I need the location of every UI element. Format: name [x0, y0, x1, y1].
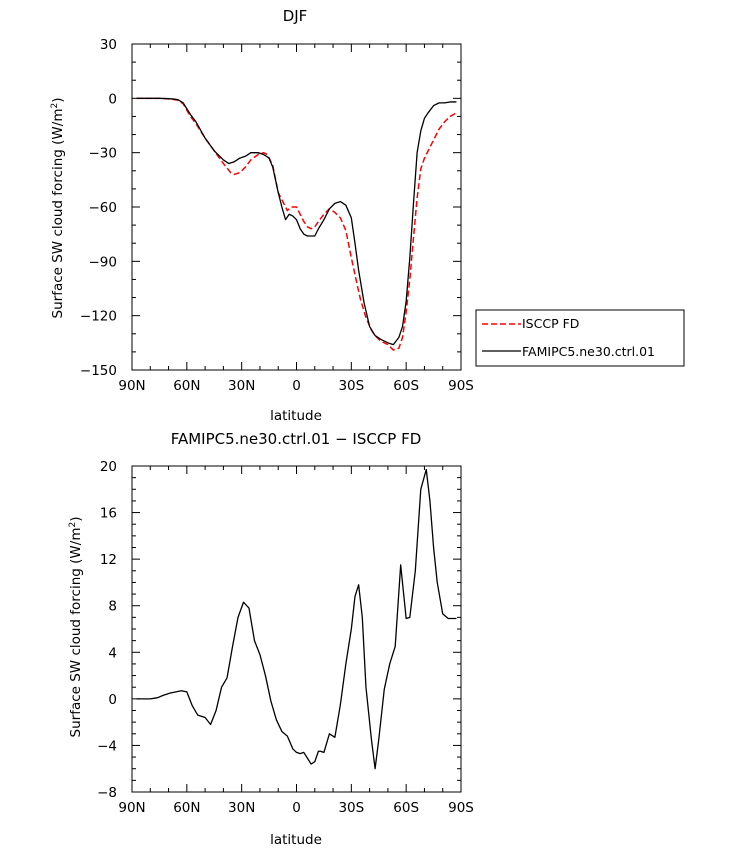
- bottom-x-tick-label: 60N: [173, 800, 200, 816]
- bottom-plot-title: FAMIPC5.ne30.ctrl.01 − ISCCP FD: [171, 430, 422, 448]
- legend: ISCCP FD FAMIPC5.ne30.ctrl.01: [475, 309, 685, 367]
- bottom-series-line-0: [136, 468, 457, 770]
- bottom-y-tick-label: −4: [97, 738, 117, 754]
- bottom-y-tick-label: 8: [108, 599, 117, 615]
- top-x-tick-label: 60N: [173, 378, 200, 394]
- top-panel: DJF 90N 60N 30N 0 30S 60S 90S 30 0 −30 −60 −90 −120 −…: [50, 7, 474, 424]
- top-x-tick-label: 90S: [448, 378, 474, 394]
- bottom-y-axis-title-close: ): [68, 517, 84, 522]
- bottom-x-tick-label: 90S: [448, 800, 474, 816]
- legend-label-famipc5: FAMIPC5.ne30.ctrl.01: [522, 344, 655, 359]
- bottom-y-tick-label: 20: [100, 459, 117, 475]
- bottom-x-tick-label: 0: [292, 800, 301, 816]
- bottom-y-axis-title: Surface SW cloud forcing (W/m2): [68, 517, 84, 738]
- legend-box: [475, 309, 685, 367]
- top-y-tick-label: −90: [89, 254, 118, 270]
- bottom-plot-frame: [131, 465, 462, 793]
- top-x-tick-label: 60S: [393, 378, 419, 394]
- top-y-tick-label: −30: [89, 146, 118, 162]
- bottom-series-lines: [136, 468, 457, 770]
- bottom-y-tick-label: 0: [108, 692, 117, 708]
- bottom-y-tick-label: 12: [100, 552, 117, 568]
- top-series-line-famipc5-ne30-ctrl-01: [136, 97, 457, 346]
- top-plot-title: DJF: [283, 7, 308, 25]
- bottom-axis-ticks: 90N 60N 30N 0 30S 60S 90S 20 16 12 8 4 0 −4 −8: [97, 459, 474, 816]
- top-x-axis-title: latitude: [270, 408, 322, 424]
- top-x-tick-label: 90N: [118, 378, 145, 394]
- bottom-x-tick-label: 60S: [393, 800, 419, 816]
- top-y-tick-label: 30: [100, 37, 117, 53]
- bottom-x-axis-title: latitude: [270, 832, 322, 848]
- bottom-y-tick-label: −8: [97, 785, 117, 801]
- top-series-line-isccp-fd: [136, 97, 457, 351]
- top-x-tick-label: 0: [292, 378, 301, 394]
- bottom-y-tick-label: 16: [100, 506, 117, 522]
- legend-label-isccp: ISCCP FD: [522, 316, 579, 331]
- top-y-axis-title: Surface SW cloud forcing (W/m2): [50, 98, 66, 319]
- top-x-tick-label: 30N: [228, 378, 255, 394]
- bottom-panel: FAMIPC5.ne30.ctrl.01 − ISCCP FD 90N 60N 30…: [68, 430, 474, 848]
- bottom-y-axis-title-main: Surface SW cloud forcing (W/m: [68, 528, 84, 738]
- top-y-tick-label: 0: [108, 91, 117, 107]
- top-y-axis-title-close: ): [50, 98, 66, 103]
- bottom-x-tick-label: 30S: [338, 800, 364, 816]
- bottom-x-tick-label: 30N: [228, 800, 255, 816]
- bottom-y-axis-title-sup: 2: [68, 522, 78, 528]
- top-series-lines: [136, 97, 457, 351]
- top-x-tick-label: 30S: [338, 378, 364, 394]
- top-axis-ticks: 90N 60N 30N 0 30S 60S 90S 30 0 −30 −60 −90 −120 −150: [80, 37, 474, 394]
- bottom-y-tick-label: 4: [108, 645, 117, 661]
- top-y-axis-title-main: Surface SW cloud forcing (W/m: [50, 109, 66, 319]
- bottom-x-tick-label: 90N: [118, 800, 145, 816]
- top-y-tick-label: −150: [80, 363, 117, 379]
- top-y-axis-title-sup: 2: [50, 103, 60, 109]
- top-y-tick-label: −120: [80, 309, 117, 325]
- top-plot-frame: [131, 43, 462, 371]
- top-y-tick-label: −60: [89, 200, 118, 216]
